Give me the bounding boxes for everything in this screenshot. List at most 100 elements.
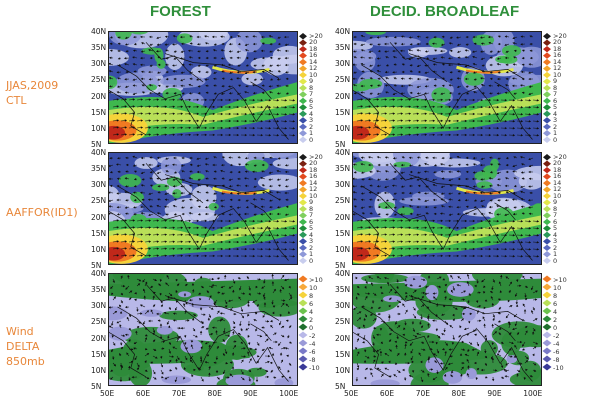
- legend-swatch: [299, 58, 307, 66]
- legend-label: 2: [309, 316, 314, 324]
- legend-swatch: [299, 45, 307, 53]
- legend-swatch: [542, 307, 552, 315]
- legend-label: 16: [553, 51, 562, 60]
- legend-label: 6: [309, 96, 314, 105]
- lat-axis-label: 25N: [335, 75, 351, 85]
- legend-swatch: [299, 154, 307, 161]
- legend-label: 1: [309, 129, 314, 138]
- legend-label: 5: [309, 224, 314, 233]
- legend-swatch: [543, 186, 551, 193]
- legend-label: 16: [553, 172, 562, 181]
- legend-label: 3: [553, 237, 558, 246]
- lat-axis-label: 15N: [335, 228, 351, 238]
- lat-axis-label: 5N: [335, 261, 346, 270]
- legend-label: -6: [553, 348, 560, 356]
- lat-axis-label: 10N: [91, 365, 107, 375]
- legend-label: 18: [309, 44, 318, 53]
- legend-swatch: [299, 136, 307, 143]
- legend-label: >10: [309, 276, 323, 284]
- legend-label: 8: [553, 83, 558, 92]
- lon-axis-label: 90E: [243, 389, 258, 398]
- legend-label: 18: [553, 44, 562, 53]
- map-panel-forest-ctl: [108, 31, 298, 144]
- legend-swatch: [299, 84, 307, 92]
- legend-swatch: [299, 212, 307, 219]
- lat-axis-label: 35N: [335, 285, 351, 295]
- legend-forest-ctl: [298, 33, 308, 143]
- legend-swatch: [299, 192, 307, 200]
- lat-axis-label: 15N: [91, 107, 107, 117]
- legend-label: 4: [309, 230, 314, 239]
- lat-axis-label: 5N: [91, 140, 102, 149]
- lat-axis-label: 10N: [335, 244, 351, 254]
- legend-swatch: [542, 299, 552, 307]
- legend-swatch: [543, 91, 551, 98]
- lat-axis-label: 15N: [335, 107, 351, 117]
- legend-label: -4: [553, 340, 560, 348]
- legend-label: 3: [309, 237, 314, 246]
- map-panel-decid-ctl: [352, 31, 542, 144]
- legend-swatch: [298, 315, 308, 323]
- legend-swatch: [299, 199, 307, 206]
- legend-swatch: [299, 166, 307, 174]
- legend-swatch: [543, 212, 551, 219]
- lon-axis-label: 80E: [207, 389, 222, 398]
- legend-label: 4: [553, 109, 558, 118]
- legend-swatch: [543, 218, 551, 226]
- legend-label: 18: [553, 165, 562, 174]
- legend-label: 14: [309, 57, 318, 66]
- legend-label: -10: [309, 364, 320, 372]
- legend-label: 4: [553, 230, 558, 239]
- lat-axis-label: 5N: [91, 261, 102, 270]
- legend-label: 2: [553, 122, 558, 131]
- legend-swatch: [299, 160, 307, 167]
- legend-swatch: [299, 218, 307, 226]
- lat-axis-label: 30N: [335, 59, 351, 69]
- legend-swatch: [298, 291, 308, 299]
- lon-axis-label: 70E: [415, 389, 430, 398]
- legend-swatch: [543, 225, 551, 232]
- lat-axis-label: 5N: [91, 382, 102, 391]
- lat-axis-label: 40N: [91, 148, 107, 157]
- legend-swatch: [299, 244, 307, 252]
- legend-swatch: [299, 205, 307, 213]
- legend-swatch: [298, 299, 308, 307]
- legend-swatch: [543, 52, 551, 59]
- lat-axis-label: 10N: [335, 365, 351, 375]
- legend-swatch: [299, 110, 307, 118]
- legend-label: 8: [553, 292, 558, 300]
- legend-label: 9: [309, 198, 314, 207]
- legend-swatch: [543, 39, 551, 46]
- lon-axis-label: 70E: [171, 389, 186, 398]
- legend-swatch: [543, 231, 551, 239]
- panel-title-decid-broadleaf: DECID. BROADLEAF: [370, 3, 520, 20]
- legend-label: 6: [309, 217, 314, 226]
- legend-label: 10: [553, 191, 562, 200]
- legend-swatch: [298, 339, 308, 347]
- legend-swatch: [543, 173, 551, 180]
- legend-swatch: [543, 160, 551, 167]
- legend-label: 9: [309, 77, 314, 86]
- lat-axis-label: 35N: [91, 285, 107, 295]
- legend-swatch: [543, 71, 551, 79]
- legend-swatch: [543, 154, 551, 161]
- legend-label: 4: [309, 308, 314, 316]
- legend-label: -6: [309, 348, 316, 356]
- legend-swatch: [543, 257, 551, 264]
- legend-swatch: [543, 199, 551, 206]
- legend-label: 20: [553, 159, 562, 168]
- legend-label: 3: [553, 116, 558, 125]
- legend-label: 1: [553, 250, 558, 259]
- lat-axis-label: 10N: [91, 123, 107, 133]
- legend-swatch: [543, 238, 551, 245]
- legend-label: 0: [309, 135, 314, 144]
- legend-label: >20: [553, 32, 567, 40]
- legend-label: 8: [309, 83, 314, 92]
- lat-axis-label: 40N: [335, 27, 351, 36]
- legend-label: 18: [309, 165, 318, 174]
- lon-axis-label: 100E: [279, 389, 299, 398]
- lon-axis-label: 100E: [523, 389, 543, 398]
- lon-axis-label: 50E: [344, 389, 359, 398]
- lat-axis-label: 30N: [91, 59, 107, 69]
- legend-label: 8: [309, 204, 314, 213]
